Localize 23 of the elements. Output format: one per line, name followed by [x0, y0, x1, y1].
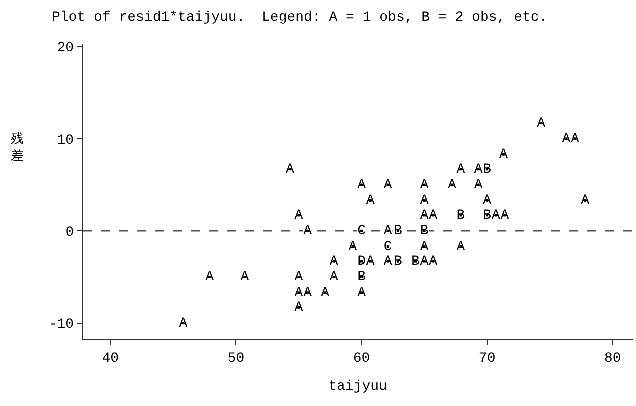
data-label: B [483, 162, 492, 178]
y-axis-title: 残差 [11, 132, 24, 164]
x-tick-label: 80 [604, 350, 622, 367]
y-tick-label: 20 [57, 40, 74, 57]
data-label: B [394, 254, 402, 270]
x-tick-label: 50 [228, 350, 245, 367]
data-label: C [384, 239, 392, 256]
x-tick-label: 70 [478, 350, 496, 367]
data-label: B [483, 208, 492, 224]
x-tick-label: 40 [102, 350, 120, 367]
y-tick-label: 10 [57, 132, 74, 149]
data-label: D [358, 254, 366, 270]
data-label: B [394, 224, 402, 240]
data-label: B [456, 208, 466, 224]
y-tick-label: 0 [66, 225, 74, 242]
data-label: B [358, 270, 366, 286]
x-axis-title: taijyuu [328, 379, 388, 396]
data-label: C [358, 224, 366, 240]
data-label: B [420, 224, 429, 240]
y-tick-label: -10 [48, 317, 74, 334]
chart-title: Plot of resid1*taijyuu. Legend: A = 1 obs, B = 2 obs, etc. [52, 10, 548, 26]
x-tick-label: 60 [353, 350, 370, 367]
data-label: B [412, 254, 420, 270]
